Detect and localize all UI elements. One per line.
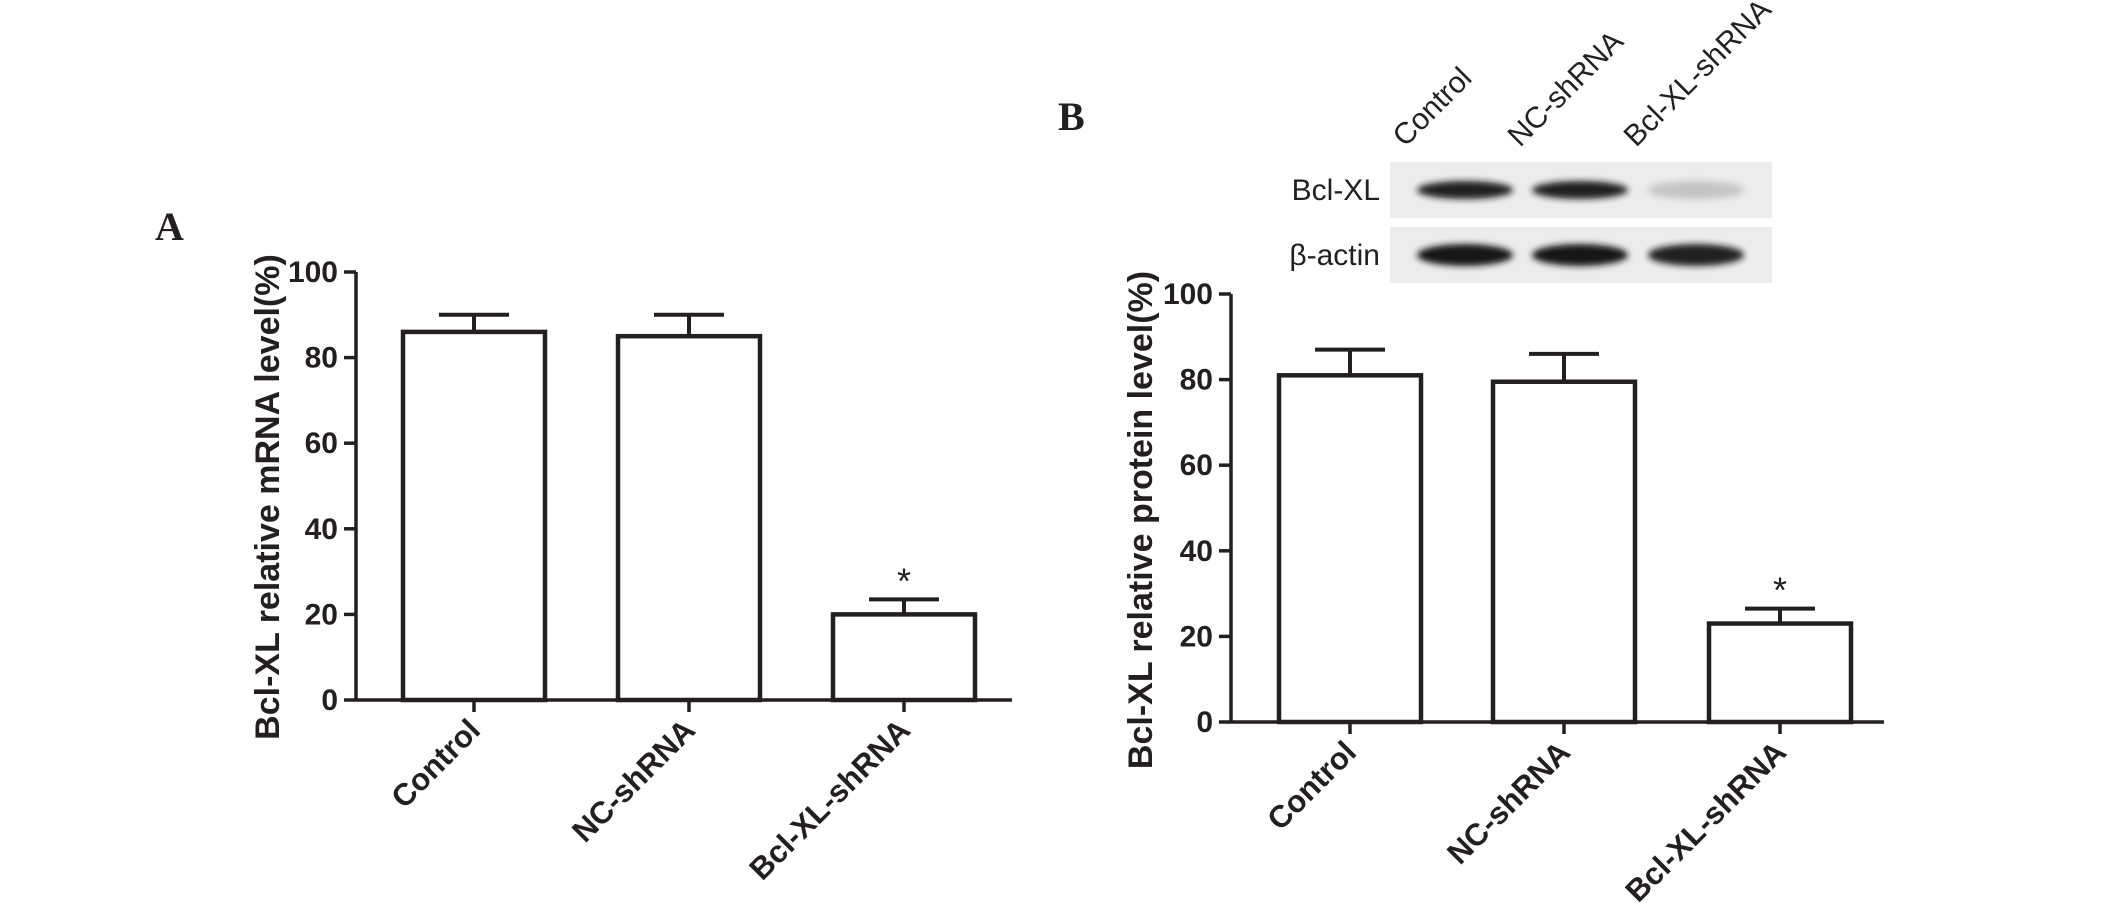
panel-b-y-axis-label: Bcl-XL relative protein level(%) [1122,271,1160,769]
panel-a-y-tick-label: 20 [305,598,338,631]
panel-b-bar [1706,621,1854,725]
panel-a-bar [830,612,978,703]
panel-b-category-label: Control [1260,734,1363,837]
panel-b-bars [1276,373,1854,725]
panel-a-category-label: Bcl-XL-shRNA [742,712,917,887]
panel-a-bar [400,329,548,703]
panel-a-annotations: * [897,560,911,601]
panel-b-bar [1276,373,1424,725]
panel-a-letter: A [155,204,184,249]
blot-lane-label: Bcl-XL-shRNA [1618,0,1778,153]
blot-band [1648,244,1744,266]
panel-a-error-bars [439,312,939,615]
panel-a-y-tick-label: 60 [305,427,338,460]
panel-b-y-ticks: 0 20 40 60 80 100 [1163,278,1231,739]
blot-band [1532,244,1628,266]
blot-band [1648,181,1744,199]
panel-b-category-label: NC-shRNA [1440,734,1577,871]
panel-a-category-label: NC-shRNA [565,712,702,849]
panel-b-y-tick-label: 0 [1196,706,1213,739]
panel-a-category-label: Control [384,712,487,815]
panel-b-y-tick-label: 20 [1180,620,1213,653]
panel-b-letter: B [1058,94,1085,139]
panel-b-category-label: Bcl-XL-shRNA [1618,734,1793,907]
blot-row-label: β-actin [1289,239,1380,272]
panel-a-bar [615,333,763,703]
blot-band [1532,181,1628,199]
blot-row-label: Bcl-XL [1292,174,1380,207]
blot-lane-label: Control [1387,61,1479,153]
panel-a-category-labels: Control NC-shRNA Bcl-XL-shRNA [384,700,917,887]
panel-b-y-tick-label: 60 [1180,449,1213,482]
panel-a-chart: A Bcl-XL relative mRNA level(%) 0 20 40 60 8… [155,204,1012,887]
blot-band [1417,181,1513,199]
blot-lane-label: NC-shRNA [1502,25,1630,153]
panel-a-y-tick-label: 80 [305,342,338,375]
panel-b-y-tick-label: 80 [1180,364,1213,397]
panel-b-significance-mark: * [1773,570,1787,611]
panel-b-y-tick-label: 100 [1163,278,1213,311]
panel-a-significance-mark: * [897,560,911,601]
panel-a-bars [400,329,978,703]
panel-a-y-tick-label: 100 [288,256,338,289]
panel-b-category-labels: Control NC-shRNA Bcl-XL-shRNA [1260,722,1793,907]
panel-b-error-bars [1315,347,1815,624]
panel-a-y-tick-label: 0 [321,684,338,717]
blot-rows: Bcl-XL β-actin [1289,162,1772,283]
panel-a-y-ticks: 0 20 40 60 80 100 [288,256,356,717]
panel-b-annotations: * [1773,570,1787,611]
panel-a-y-axis-label: Bcl-XL relative mRNA level(%) [249,254,287,740]
panel-b-bar [1490,379,1638,725]
blot-band [1417,244,1513,266]
panel-b-y-tick-label: 40 [1180,535,1213,568]
panel-a-y-tick-label: 40 [305,513,338,546]
